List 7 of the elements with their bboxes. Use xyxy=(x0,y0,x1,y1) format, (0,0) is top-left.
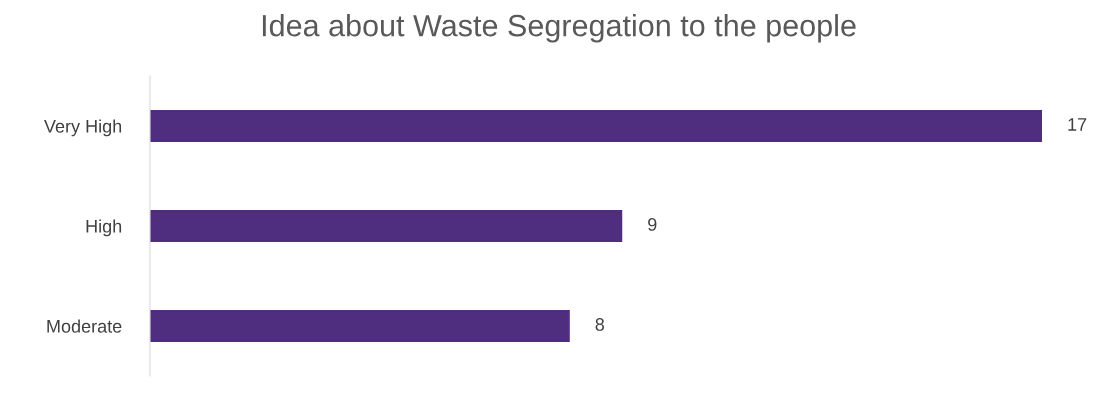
data-label: 17 xyxy=(1068,118,1087,131)
y-tick-label: High xyxy=(86,219,122,237)
chart-title: Idea about Waste Segregation to the people xyxy=(262,14,856,43)
y-tick-label: Very High xyxy=(44,119,122,137)
y-tick-label: Moderate xyxy=(47,319,122,333)
data-label: 9 xyxy=(648,218,657,231)
data-label: 8 xyxy=(595,318,605,331)
